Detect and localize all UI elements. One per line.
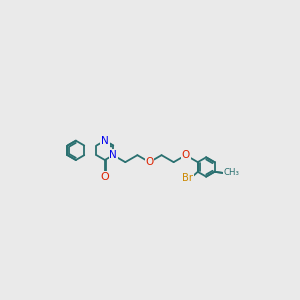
Text: O: O <box>100 172 109 182</box>
Text: Br: Br <box>182 173 193 183</box>
Text: CH₃: CH₃ <box>224 169 240 178</box>
Text: N: N <box>110 150 117 160</box>
Text: O: O <box>145 157 154 167</box>
Text: O: O <box>182 150 190 160</box>
Text: N: N <box>101 136 109 146</box>
